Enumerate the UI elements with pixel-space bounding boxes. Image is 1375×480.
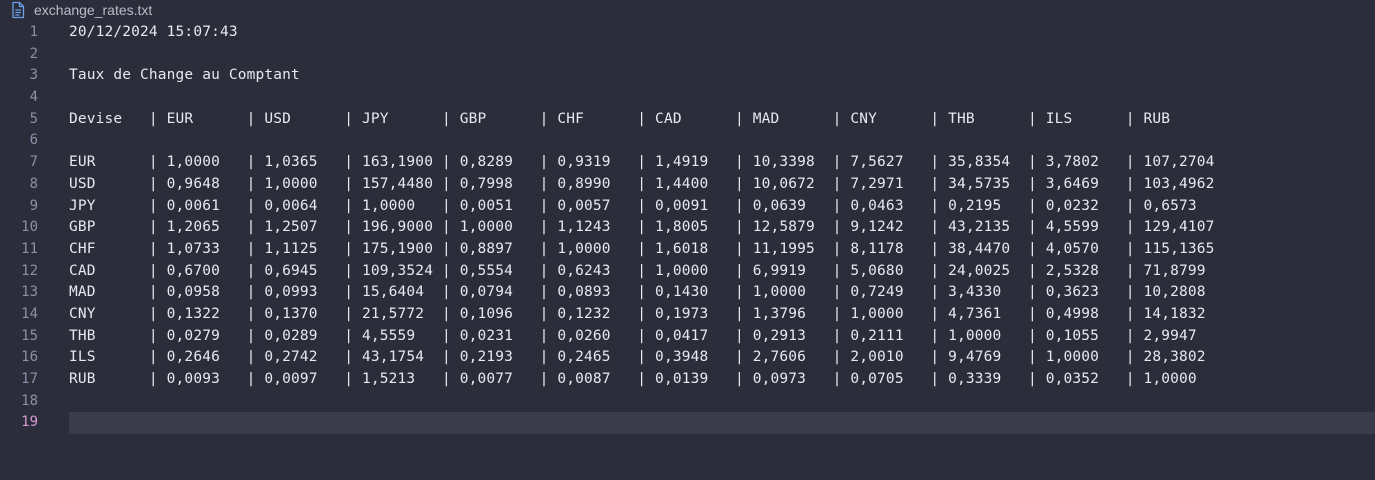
line-number: 6 xyxy=(29,132,38,149)
active-line-highlight xyxy=(69,412,1375,435)
line-number: 4 xyxy=(29,89,38,106)
line-text[interactable]: ILS | 0,2646 | 0,2742 | 43,1754 | 0,2193… xyxy=(69,349,1206,366)
editor-line[interactable]: 9 JPY | 0,0061 | 0,0064 | 1,0000 | 0,0051… xyxy=(0,196,1375,218)
line-number: 17 xyxy=(21,371,38,387)
editor-line[interactable]: 18 xyxy=(0,391,1375,413)
editor-line[interactable]: 17 RUB | 0,0093 | 0,0097 | 1,5213 | 0,007… xyxy=(0,369,1375,391)
line-number: 7 xyxy=(29,154,38,171)
line-number: 11 xyxy=(21,240,38,257)
line-number: 14 xyxy=(21,305,38,322)
line-text[interactable]: JPY | 0,0061 | 0,0064 | 1,0000 | 0,0051 … xyxy=(69,197,1197,214)
line-text[interactable]: 20/12/2024 15:07:43 xyxy=(69,24,238,40)
editor-line[interactable]: 15 THB | 0,0279 | 0,0289 | 4,5559 | 0,023… xyxy=(0,326,1375,348)
line-number: 10 xyxy=(21,219,38,236)
editor-line[interactable]: 3 Taux de Change au Comptant xyxy=(0,65,1375,87)
line-number: 19 xyxy=(21,414,38,431)
line-number: 2 xyxy=(29,45,38,62)
line-number: 18 xyxy=(21,392,38,409)
editor-line[interactable]: 11 CHF | 1,0733 | 1,1125 | 175,1900 | 0,8… xyxy=(0,239,1375,261)
line-text[interactable]: EUR | 1,0000 | 1,0365 | 163,1900 | 0,828… xyxy=(69,154,1215,171)
line-number: 1 xyxy=(29,24,38,40)
line-number: 9 xyxy=(29,197,38,214)
line-number: 5 xyxy=(29,110,38,127)
line-number: 3 xyxy=(29,67,38,84)
line-text[interactable]: CAD | 0,6700 | 0,6945 | 109,3524 | 0,555… xyxy=(69,262,1206,279)
line-text[interactable]: GBP | 1,2065 | 1,2507 | 196,9000 | 1,000… xyxy=(69,219,1215,236)
line-text[interactable]: RUB | 0,0093 | 0,0097 | 1,5213 | 0,0077 … xyxy=(69,371,1197,387)
editor-line[interactable]: 10 GBP | 1,2065 | 1,2507 | 196,9000 | 1,0… xyxy=(0,217,1375,239)
editor-line[interactable]: 12 CAD | 0,6700 | 0,6945 | 109,3524 | 0,5… xyxy=(0,261,1375,283)
editor-line[interactable]: 19 xyxy=(0,412,1375,435)
editor-line[interactable]: 8 USD | 0,9648 | 1,0000 | 157,4480 | 0,79… xyxy=(0,174,1375,196)
line-text[interactable]: MAD | 0,0958 | 0,0993 | 15,6404 | 0,0794… xyxy=(69,284,1206,301)
line-number: 16 xyxy=(21,349,38,366)
line-text[interactable]: Taux de Change au Comptant xyxy=(69,67,300,84)
line-number: 13 xyxy=(21,284,38,301)
editor-line[interactable]: 4 xyxy=(0,87,1375,109)
editor-line[interactable]: 1 20/12/2024 15:07:43 xyxy=(0,22,1375,44)
editor-line[interactable]: 5 Devise | EUR | USD | JPY | GBP | CHF | … xyxy=(0,109,1375,131)
line-text[interactable]: USD | 0,9648 | 1,0000 | 157,4480 | 0,799… xyxy=(69,175,1215,192)
file-name-label: exchange_rates.txt xyxy=(34,2,153,18)
line-text[interactable]: CHF | 1,0733 | 1,1125 | 175,1900 | 0,889… xyxy=(69,240,1215,257)
line-number: 15 xyxy=(21,327,38,344)
editor-line[interactable]: 2 xyxy=(0,44,1375,66)
editor-line[interactable]: 13 MAD | 0,0958 | 0,0993 | 15,6404 | 0,07… xyxy=(0,282,1375,304)
editor-line[interactable]: 6 xyxy=(0,130,1375,152)
line-text[interactable]: Devise | EUR | USD | JPY | GBP | CHF | C… xyxy=(69,110,1171,127)
file-text-icon xyxy=(9,1,27,19)
code-area[interactable]: 1 20/12/2024 15:07:43 2 3 Taux de Change au … xyxy=(0,22,1375,435)
line-number: 12 xyxy=(21,262,38,279)
line-number: 8 xyxy=(29,175,38,192)
editor-line[interactable]: 16 ILS | 0,2646 | 0,2742 | 43,1754 | 0,21… xyxy=(0,347,1375,369)
line-text[interactable]: CNY | 0,1322 | 0,1370 | 21,5772 | 0,1096… xyxy=(69,305,1206,322)
editor-line[interactable]: 14 CNY | 0,1322 | 0,1370 | 21,5772 | 0,10… xyxy=(0,304,1375,326)
line-text[interactable]: THB | 0,0279 | 0,0289 | 4,5559 | 0,0231 … xyxy=(69,327,1197,344)
file-tab[interactable]: exchange_rates.txt xyxy=(0,0,152,20)
editor-line[interactable]: 7 EUR | 1,0000 | 1,0365 | 163,1900 | 0,82… xyxy=(0,152,1375,174)
